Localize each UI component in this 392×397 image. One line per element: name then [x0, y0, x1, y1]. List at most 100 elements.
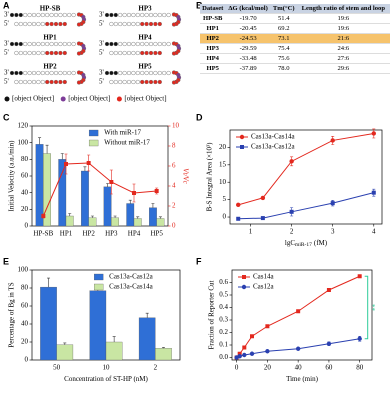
legend-dot — [4, 96, 10, 102]
bead — [36, 70, 41, 76]
bead — [31, 41, 37, 47]
loop-bead — [76, 80, 82, 85]
bead — [148, 41, 154, 47]
marker — [330, 201, 335, 206]
bead — [113, 79, 118, 85]
annotation: ** — [368, 304, 376, 312]
loop-bead — [171, 22, 177, 27]
end-label: 5' — [4, 20, 9, 28]
table-cell: -19.70 — [225, 13, 271, 24]
hairpin-label: HP5 — [138, 63, 152, 71]
bead — [166, 70, 171, 76]
x-tick-label: 2 — [290, 228, 294, 236]
y2-tick-label: 8 — [172, 142, 176, 150]
bead — [157, 12, 162, 18]
bead — [148, 12, 154, 18]
bead — [135, 41, 140, 47]
bead — [71, 70, 76, 76]
series-line — [42, 162, 157, 217]
error-bar — [90, 215, 94, 218]
header-row: Dataset ΔG (kcal/mol) Tm(°C) Length ratio o… — [200, 4, 390, 14]
bead — [148, 21, 154, 27]
bead — [153, 50, 158, 56]
bar — [105, 341, 123, 361]
bead — [131, 50, 136, 56]
error-bar — [113, 215, 117, 218]
table-cell: 27:6 — [296, 53, 390, 64]
error-bar — [128, 199, 132, 204]
bead — [71, 41, 76, 47]
x-tick-label: 60 — [325, 364, 333, 372]
end-label: 5' — [99, 49, 104, 57]
loop-bead — [76, 51, 82, 56]
bead — [104, 12, 110, 18]
bead — [126, 50, 132, 56]
bead — [122, 21, 127, 27]
error-bar — [63, 342, 67, 345]
bead — [153, 41, 158, 47]
bead — [135, 70, 140, 76]
end-label: 3' — [4, 11, 9, 19]
bead — [109, 50, 114, 56]
bead — [131, 79, 136, 85]
end-label: 3' — [4, 40, 9, 48]
bead — [162, 41, 167, 47]
bead — [45, 70, 50, 76]
x-tick-label: HP2 — [82, 230, 95, 238]
bar — [156, 218, 165, 227]
bead — [126, 21, 132, 27]
bead — [67, 41, 72, 47]
error-bar — [158, 216, 162, 219]
bead — [45, 21, 50, 27]
bead — [109, 70, 114, 76]
bead — [113, 41, 118, 47]
bead — [118, 70, 123, 76]
bead — [162, 70, 167, 76]
bead — [153, 12, 158, 18]
annotation-bracket — [364, 275, 369, 340]
bead — [162, 12, 167, 18]
y2-tick-label: 4 — [172, 182, 176, 190]
error-bar — [112, 336, 116, 342]
x-tick-label: HP4 — [128, 230, 141, 238]
marker — [357, 336, 362, 341]
y-tick-label: 0.3 — [219, 316, 228, 324]
bar — [138, 317, 156, 361]
bead — [53, 50, 59, 56]
y-tick-label: 15 — [219, 160, 227, 168]
y2-tick-label: 0 — [172, 222, 176, 230]
y-tick-label: 0.5 — [219, 291, 228, 299]
bead — [18, 12, 23, 18]
bead — [62, 21, 67, 27]
y-tick-label: 0 — [25, 222, 29, 230]
bead — [144, 79, 149, 85]
table-cell: 29:6 — [296, 63, 390, 74]
bead — [62, 12, 67, 18]
marker — [260, 216, 265, 221]
table-row: HP2 -24.53 73.1 21:6 — [200, 33, 390, 44]
marker — [250, 334, 254, 339]
bead — [122, 41, 127, 47]
bead — [113, 12, 118, 18]
end-label: 3' — [99, 40, 104, 48]
y-tick-label: 5 — [223, 195, 227, 203]
x-tick-label: HP-SB — [33, 230, 53, 238]
marker — [371, 131, 376, 136]
panel-letter: D — [196, 112, 203, 122]
table: Dataset ΔG (kcal/mol) Tm(°C) Length ratio o… — [200, 4, 390, 74]
y2-axis-label: Vt/Vc — [181, 168, 189, 184]
bar — [89, 290, 107, 361]
bead — [135, 21, 140, 27]
x-axis-label-part: (fM) — [314, 239, 328, 247]
bead — [27, 41, 32, 47]
marker — [249, 351, 255, 356]
bead — [45, 79, 50, 85]
table-cell: 24:6 — [296, 43, 390, 54]
legend-label: [object Object] — [124, 95, 166, 103]
marker — [296, 309, 301, 314]
bar — [133, 218, 142, 227]
bead — [144, 50, 149, 56]
bead — [18, 41, 23, 47]
bead — [58, 70, 63, 76]
